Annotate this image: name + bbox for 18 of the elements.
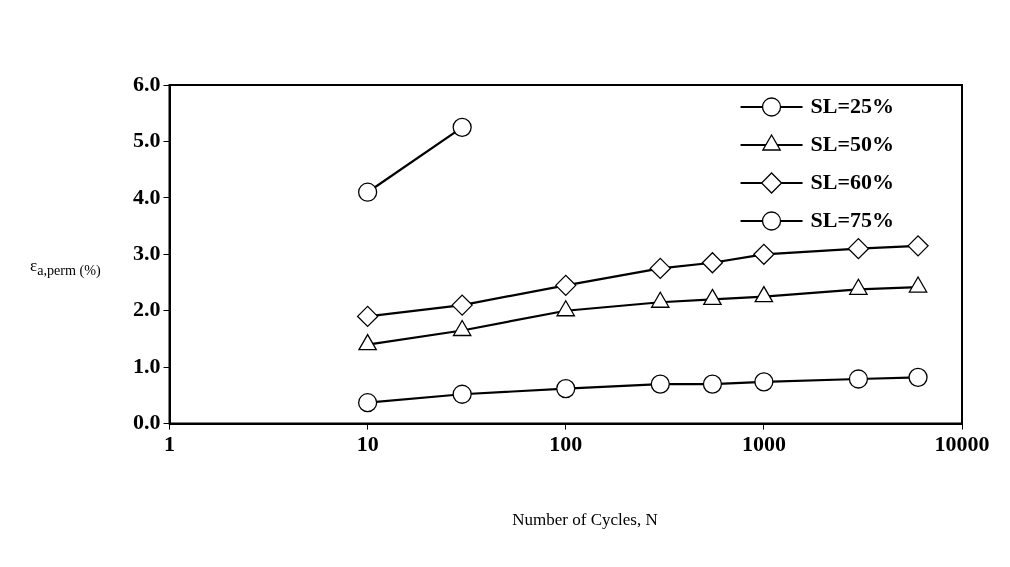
legend-label: SL=25% (810, 92, 895, 118)
y-tick-label: 0.0 (133, 409, 161, 435)
y-axis-title: ε$_{a,perm (%)}$ (30, 256, 101, 280)
x-tick-label: 100 (549, 431, 583, 457)
legend-label: SL=75% (810, 206, 895, 232)
y-tick-label: 1.0 (133, 352, 161, 378)
y-tick-label: 4.0 (133, 183, 161, 209)
x-tick-label: 1 (164, 431, 175, 457)
y-tick-label: 6.0 (133, 70, 161, 96)
x-axis-title: Number of Cycles, N (511, 510, 659, 530)
legend-label: SL=50% (810, 130, 895, 156)
y-tick-label: 3.0 (133, 239, 161, 265)
x-tick-label: 1000 (741, 431, 786, 457)
y-tick-label: 5.0 (133, 127, 161, 153)
y-tick-label: 2.0 (133, 296, 161, 322)
legend-label: SL=60% (810, 168, 895, 194)
x-tick-label: 10000 (934, 431, 990, 457)
x-tick-label: 10 (356, 431, 379, 457)
